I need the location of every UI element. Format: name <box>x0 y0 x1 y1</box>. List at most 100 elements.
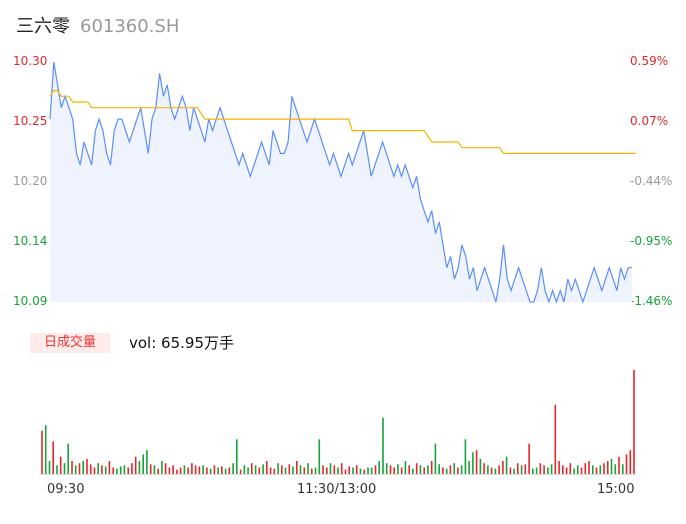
volume-bar <box>442 467 444 474</box>
price-label-4: 10.14 <box>13 234 48 248</box>
volume-bar <box>224 468 227 474</box>
volume-bar <box>460 465 463 474</box>
volume-bar <box>363 469 365 474</box>
volume-bar <box>131 463 133 474</box>
volume-bar <box>340 463 343 474</box>
volume-bar <box>494 468 497 474</box>
volume-bar <box>239 469 242 474</box>
volume-bar <box>438 464 440 475</box>
volume-bar <box>176 469 178 474</box>
volume-bar <box>326 467 328 474</box>
volume-bar <box>172 465 174 474</box>
volume-bar <box>479 458 482 474</box>
price-label-top: 10.30 <box>13 54 48 68</box>
volume-bar <box>198 466 201 474</box>
volume-bar <box>565 467 568 474</box>
volume-bar <box>153 465 156 474</box>
volume-bar <box>539 463 542 474</box>
volume-bar <box>550 464 553 475</box>
volume-bar <box>187 467 189 474</box>
volume-bar <box>262 464 264 475</box>
volume-bar <box>67 443 69 474</box>
volume-bar <box>288 464 291 475</box>
volume-bar <box>490 467 493 474</box>
volume-bar <box>236 439 238 474</box>
volume-bar <box>292 466 294 474</box>
volume-bar <box>618 456 620 474</box>
volume-bar <box>610 458 613 474</box>
volume-bar <box>266 461 268 474</box>
volume-bar <box>359 468 362 474</box>
volume-bar <box>453 463 455 474</box>
volume-bar <box>625 454 628 474</box>
volume-bar <box>314 467 317 474</box>
volume-bar <box>217 467 219 474</box>
volume-bar <box>595 467 598 474</box>
volume-bar <box>206 467 208 474</box>
pct-label-top: 0.59% <box>630 54 669 68</box>
volume-bar <box>430 461 433 474</box>
volume-bar <box>468 461 470 474</box>
volume-bar <box>116 468 118 474</box>
volume-bar <box>134 456 137 474</box>
volume-bar <box>404 461 407 474</box>
volume-bar <box>457 467 459 474</box>
volume-bar <box>269 467 272 474</box>
volume-bar <box>423 467 425 474</box>
volume-bar <box>127 467 129 474</box>
pct-label-bottom: -1.46% <box>630 294 673 308</box>
volume-bar <box>108 461 111 474</box>
volume-bar <box>543 465 545 474</box>
time-label-mid: 11:30/13:00 <box>297 482 377 497</box>
price-area <box>50 62 632 302</box>
volume-bar <box>273 468 276 474</box>
volume-bar <box>329 463 332 474</box>
volume-bar <box>419 465 422 474</box>
pct-label-mid: -0.44% <box>630 174 673 188</box>
volume-bar <box>213 465 216 474</box>
volume-bar <box>303 467 306 474</box>
volume-bar <box>97 463 99 474</box>
volume-bar <box>367 467 369 474</box>
volume-bar <box>48 461 51 474</box>
volume-bar <box>622 464 624 475</box>
volume-bar <box>251 463 253 474</box>
volume-bar <box>149 464 152 475</box>
volume-bar <box>243 465 246 474</box>
volume-bar <box>445 468 448 474</box>
pct-label-4: -0.95% <box>630 234 673 248</box>
volume-bar <box>554 404 557 474</box>
volume-bar <box>284 467 287 474</box>
volume-bar <box>532 468 534 474</box>
volume-bar <box>254 465 257 474</box>
volume-bar <box>599 465 602 474</box>
volume-bar <box>333 465 336 474</box>
volume-bar <box>547 467 549 474</box>
volume-bar <box>475 450 478 474</box>
volume-bar <box>299 465 302 474</box>
volume-bar <box>82 461 84 474</box>
volume-bar <box>164 463 167 474</box>
volume-bar <box>228 467 231 474</box>
volume-bar <box>337 467 339 474</box>
volume-bar <box>517 463 519 474</box>
volume-bar <box>412 468 414 474</box>
volume-bar <box>179 467 182 474</box>
volume-bar <box>311 468 313 474</box>
volume-bar <box>191 463 193 474</box>
volume-bar <box>584 463 587 474</box>
volume-bar <box>281 465 283 474</box>
volume-bar <box>520 465 523 474</box>
volume-bar <box>498 465 500 474</box>
volume-bar <box>592 465 594 474</box>
pct-label-2: 0.07% <box>630 114 669 128</box>
volume-bar <box>344 469 347 474</box>
volume-bar <box>183 465 186 474</box>
volume-bar <box>318 439 321 474</box>
volume-bar <box>464 439 467 474</box>
volume-badge: 日成交量 <box>30 333 110 353</box>
volume-bar <box>629 450 632 474</box>
time-label-close: 15:00 <box>597 482 635 497</box>
volume-bar <box>434 443 437 474</box>
volume-bar <box>393 467 395 474</box>
